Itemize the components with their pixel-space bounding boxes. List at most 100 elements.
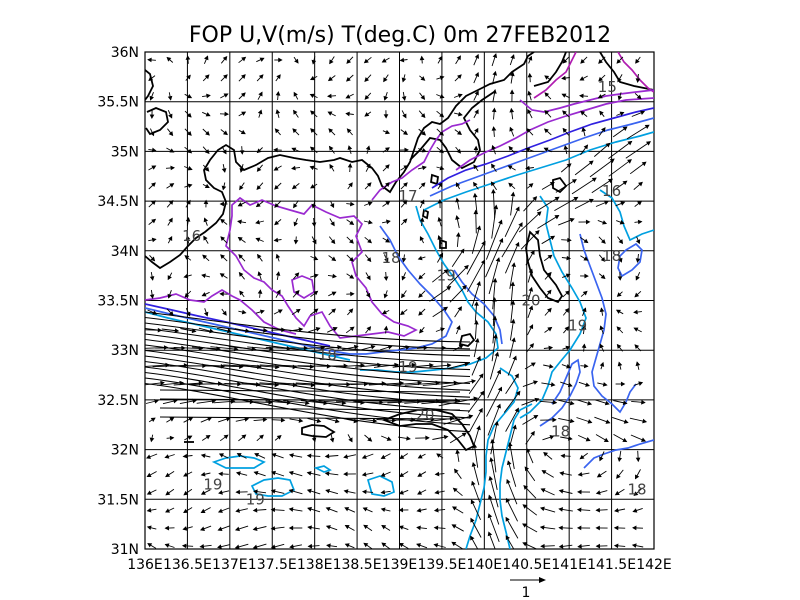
velocity-vector-head <box>437 198 443 204</box>
velocity-vector-head <box>411 362 417 368</box>
velocity-vector-head <box>187 94 193 99</box>
velocity-vector <box>471 226 481 254</box>
velocity-vector-head <box>618 257 623 263</box>
velocity-vector-head <box>474 90 479 96</box>
velocity-vector-head <box>581 325 587 330</box>
velocity-vector <box>438 397 478 407</box>
velocity-vector-head <box>496 403 501 409</box>
velocity-vector-head <box>471 480 476 486</box>
jet-streak <box>145 316 471 350</box>
velocity-vector-head <box>522 542 528 547</box>
velocity-vector-head <box>614 490 620 496</box>
velocity-vector-head <box>532 380 538 385</box>
velocity-vector <box>507 461 517 487</box>
velocity-vector-head <box>510 54 515 60</box>
velocity-vector-head <box>200 490 206 495</box>
velocity-vector-head <box>166 56 172 62</box>
velocity-vector-head <box>404 147 409 153</box>
velocity-vector-head <box>278 57 283 63</box>
velocity-vector-head <box>470 499 476 505</box>
velocity-vector-head <box>310 184 315 189</box>
velocity-vector-head <box>372 418 378 423</box>
velocity-vector-head <box>332 327 338 332</box>
izu-island-1 <box>439 238 447 249</box>
velocity-vector <box>440 380 476 388</box>
velocity-vector-head <box>295 308 301 314</box>
velocity-vector-head <box>256 148 262 154</box>
velocity-vector <box>467 260 485 292</box>
velocity-vector-head <box>549 435 555 440</box>
velocity-vector-head <box>237 202 243 207</box>
velocity-vector-head <box>585 219 591 225</box>
velocity-vector-head <box>313 256 319 261</box>
velocity-vector <box>488 495 500 525</box>
velocity-vector-head <box>294 58 299 64</box>
velocity-vector-head <box>473 145 479 151</box>
jet-streak <box>145 349 471 391</box>
velocity-vector-head <box>315 327 321 332</box>
lon-tick-label: 142E <box>636 557 672 573</box>
velocity-vector-head <box>514 373 519 379</box>
latitude-tick-labels: 31N 31.5N 32N 32.5N 33N 33.5N 34N 34.5N 35N 35.5N… <box>97 45 139 558</box>
velocity-vector-head <box>505 516 510 522</box>
velocity-vector-head <box>236 453 242 458</box>
velocity-vector-head <box>470 535 475 541</box>
velocity-vector-head <box>384 129 390 135</box>
velocity-vector-head <box>480 259 486 265</box>
velocity-vector-head <box>438 252 444 258</box>
velocity-vector-head <box>185 55 191 60</box>
velocity-vector-head <box>476 425 481 431</box>
velocity-vector <box>468 373 484 395</box>
velocity-vector-head <box>293 239 299 245</box>
peninsula-coast <box>409 91 495 170</box>
velocity-vector-head <box>561 93 567 98</box>
velocity-vector <box>505 408 519 432</box>
velocity-vector-head <box>492 277 498 283</box>
velocity-vector-head <box>291 165 296 171</box>
velocity-vector-head <box>600 274 606 280</box>
velocity-vector-head <box>447 363 452 368</box>
velocity-vector-head <box>235 508 241 513</box>
velocity-vector-head <box>616 473 621 479</box>
velocity-vector-head <box>462 285 467 290</box>
velocity-vector-head <box>263 327 268 333</box>
velocity-vector <box>505 535 515 549</box>
velocity-vector-head <box>257 109 263 115</box>
velocity-vector-head <box>325 506 331 512</box>
isotherm-18-izu <box>329 225 453 357</box>
velocity-vector-head <box>385 147 390 152</box>
velocity-vector-head <box>400 310 405 316</box>
velocity-vector-head <box>576 507 582 513</box>
velocity-vector-head <box>399 454 405 460</box>
velocity-vector-head <box>217 544 222 549</box>
velocity-vector-head <box>554 196 560 202</box>
velocity-vector-head <box>259 57 265 62</box>
isotherm-19-sw-a <box>211 455 266 469</box>
velocity-vector <box>506 479 518 505</box>
velocity-vector-head <box>599 343 604 349</box>
velocity-vector-head <box>616 292 622 297</box>
velocity-vector-head <box>544 92 550 98</box>
velocity-vector-head <box>241 74 246 79</box>
velocity-vector <box>475 210 477 234</box>
velocity-vector-head <box>620 381 626 387</box>
velocity-vector-head <box>509 71 515 77</box>
velocity-vector-head <box>579 454 585 460</box>
jet-streak <box>159 389 461 393</box>
velocity-vector-head <box>204 74 210 80</box>
velocity-vector-head <box>547 254 553 260</box>
velocity-vector-head <box>416 543 421 548</box>
velocity-vector-head <box>275 109 281 115</box>
velocity-vector-head <box>548 345 554 351</box>
velocity-vector-head <box>192 398 198 404</box>
lat-tick-label: 33N <box>111 343 139 359</box>
velocity-vector-head <box>239 185 244 191</box>
velocity-vector <box>241 364 279 368</box>
velocity-vector-head <box>494 420 499 426</box>
velocity-vector-head <box>380 454 386 459</box>
velocity-vector-head <box>349 220 355 225</box>
velocity-vector-head <box>528 305 534 311</box>
velocity-vector-head <box>564 307 570 313</box>
velocity-vector-head <box>619 220 625 225</box>
velocity-vector <box>429 286 451 302</box>
